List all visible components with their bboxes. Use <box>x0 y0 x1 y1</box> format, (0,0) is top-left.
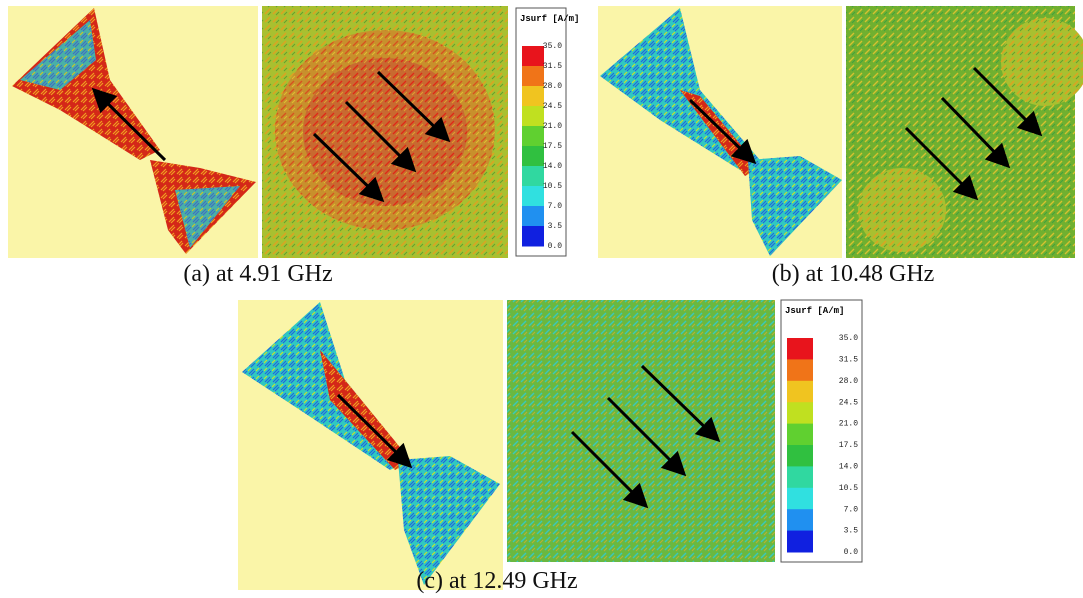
legend-label: 10.5 <box>839 484 858 493</box>
legend-swatch <box>522 206 544 227</box>
legend-label: 3.5 <box>844 527 859 536</box>
legend-swatch <box>787 487 813 510</box>
current-arrow <box>570 430 649 509</box>
legend-swatch <box>787 380 813 403</box>
field-core <box>303 58 467 206</box>
field-region <box>858 168 946 252</box>
legend-label: 28.0 <box>839 377 858 386</box>
current-arrow <box>91 87 167 162</box>
current-arrow <box>336 393 413 469</box>
antenna-upper-tip <box>20 20 96 90</box>
panel-a: (a) at 4.91 GHz <box>8 6 508 287</box>
antenna-center <box>320 350 412 470</box>
color-legend: Jsurf [A/m] 35.0 31.5 28.0 24.5 21.0 17.5 14.0 1… <box>515 7 579 257</box>
legend-label: 17.5 <box>839 441 858 450</box>
legend-swatch <box>787 509 813 532</box>
legend-title: Jsurf [A/m] <box>520 14 579 24</box>
antenna-upper <box>12 8 160 160</box>
field-region <box>1001 18 1083 106</box>
legend-label: 0.0 <box>548 242 563 251</box>
caption: (b) at 10.48 GHz <box>772 261 935 287</box>
legend-title: Jsurf [A/m] <box>785 306 844 316</box>
legend-swatch <box>787 338 813 360</box>
legend-label: 21.0 <box>543 122 562 131</box>
legend-label: 14.0 <box>839 463 858 472</box>
current-arrow <box>904 126 979 201</box>
legend-label: 24.5 <box>839 398 858 407</box>
legend-swatch <box>787 530 813 553</box>
legends: Jsurf [A/m] 35.0 31.5 28.0 24.5 21.0 17.5 14.0 1… <box>515 7 863 563</box>
legend-label: 7.0 <box>548 202 563 211</box>
legend-label: 35.0 <box>543 42 562 51</box>
legend-swatch <box>522 166 544 187</box>
legend-swatch <box>787 359 813 382</box>
legend-swatch <box>522 106 544 127</box>
legend-swatch <box>522 146 544 167</box>
caption: (c) at 12.49 GHz <box>416 568 577 594</box>
legend-swatch <box>522 186 544 207</box>
current-arrow <box>688 98 757 165</box>
antenna-lower-tip <box>175 186 240 248</box>
legend-swatch <box>522 66 544 87</box>
antenna-lower <box>748 156 842 256</box>
current-arrow <box>344 100 417 173</box>
legend-swatch <box>522 226 544 247</box>
current-arrow <box>376 70 451 143</box>
color-legend: Jsurf [A/m] 35.0 31.5 28.0 24.5 21.0 17.5 14.0 1… <box>780 299 863 563</box>
legend-swatch <box>522 86 544 107</box>
legend-swatch <box>787 423 813 446</box>
legend-label: 31.5 <box>543 62 562 71</box>
legend-swatch <box>787 402 813 425</box>
legend-label: 10.5 <box>543 182 562 191</box>
legend-label: 28.0 <box>543 82 562 91</box>
legend-label: 21.0 <box>839 420 858 429</box>
legend-swatch <box>522 46 544 67</box>
legend-label: 17.5 <box>543 142 562 151</box>
current-arrow <box>606 396 687 477</box>
panel-b: (b) at 10.48 GHz <box>598 6 1083 287</box>
current-arrow <box>640 364 721 443</box>
current-arrow <box>972 66 1043 137</box>
legend-label: 31.5 <box>839 356 858 365</box>
legend-label: 35.0 <box>839 334 858 343</box>
legend-label: 3.5 <box>548 222 563 231</box>
legend-swatch <box>522 126 544 147</box>
legend-swatch <box>787 445 813 467</box>
current-arrow <box>940 96 1011 169</box>
antenna-lower <box>398 456 500 585</box>
legend-swatch <box>787 466 813 489</box>
caption: (a) at 4.91 GHz <box>183 261 332 287</box>
legend-label: 14.0 <box>543 162 562 171</box>
current-arrow <box>312 132 385 203</box>
panel-c: (c) at 12.49 GHz <box>238 300 775 594</box>
legend-label: 24.5 <box>543 102 562 111</box>
legend-label: 7.0 <box>844 505 859 514</box>
legend-label: 0.0 <box>844 548 859 557</box>
